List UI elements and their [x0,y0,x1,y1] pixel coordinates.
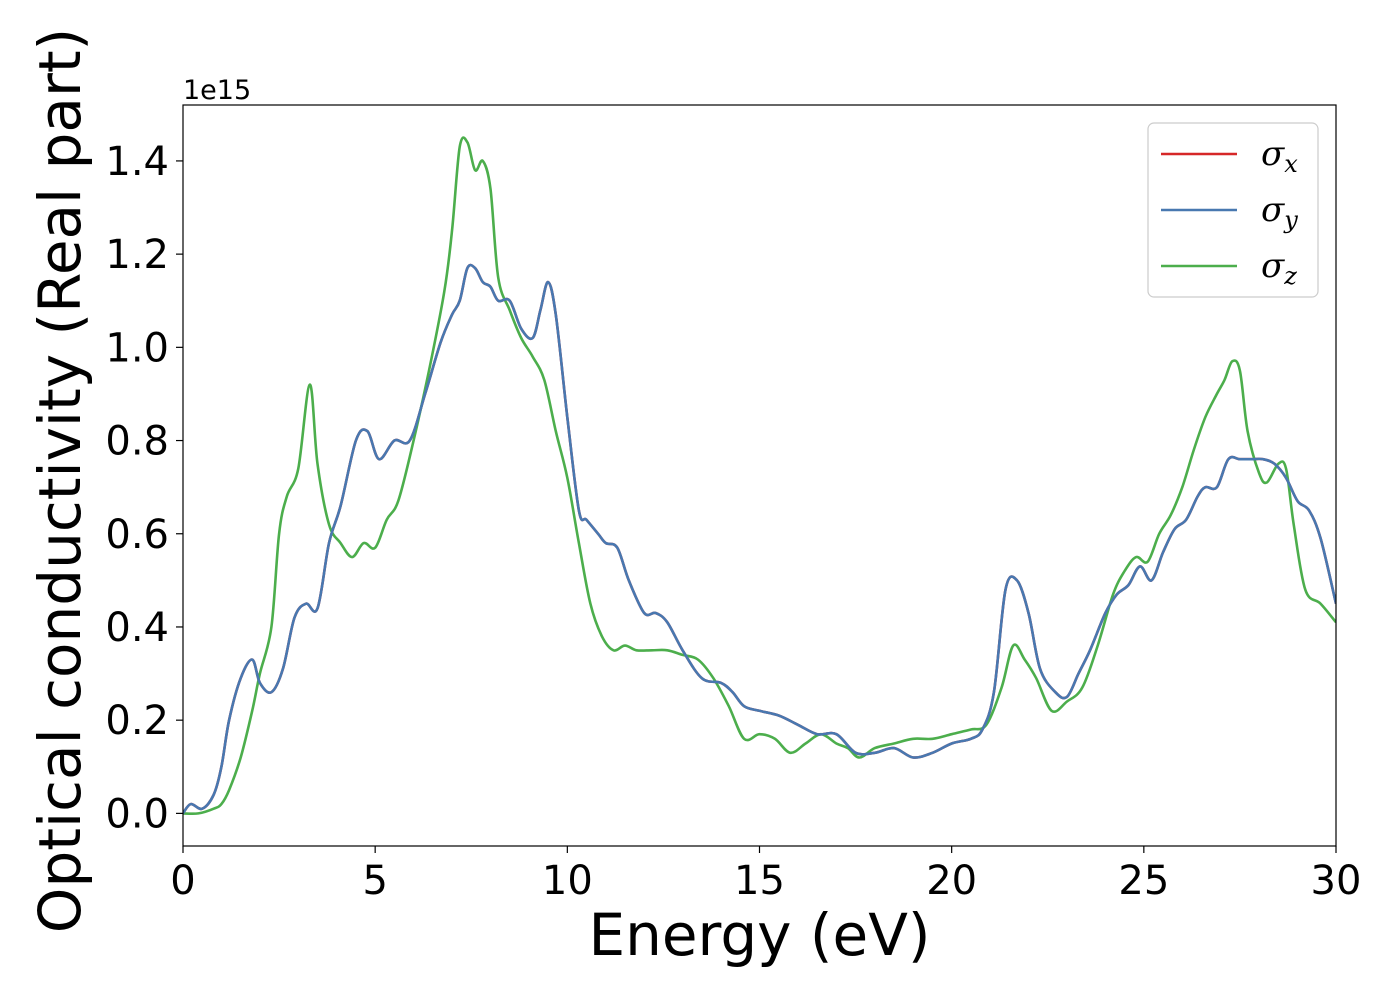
y-tick-label: 0.0 [105,791,169,837]
series-line-y [183,263,1336,815]
y-offset-label: 1e15 [183,75,251,106]
x-tick-label: 5 [362,858,387,904]
legend-label-x: σx [1261,134,1298,178]
y-tick-label: 0.2 [105,698,169,744]
legend-label-y: σy [1261,190,1298,234]
y-axis-title: Optical conductivity (Real part) [26,28,94,933]
series-line-z [183,136,1336,816]
y-tick-label: 1.4 [105,139,169,185]
y-tick-label: 0.6 [105,512,169,558]
legend-label-z: σz [1261,246,1297,290]
x-axis-title: Energy (eV) [588,901,930,969]
x-tick-label: 0 [170,858,195,904]
x-tick-label: 20 [926,858,977,904]
series-layer [183,136,1336,816]
y-tick-label: 1.0 [105,325,169,371]
x-tick-label: 10 [542,858,593,904]
x-tick-label: 30 [1311,858,1362,904]
x-tick-label: 15 [734,858,785,904]
legend: σx σy σz [1147,122,1319,298]
ticks-layer: 0 5 10 15 20 25 30 0.0 0.2 0.4 0.6 0.8 1.0 1.2 1.4 [105,139,1361,904]
x-tick-label: 25 [1118,858,1169,904]
y-tick-label: 0.8 [105,419,169,465]
series-line-x [183,263,1336,815]
y-tick-label: 1.2 [105,232,169,278]
y-tick-label: 0.4 [105,605,169,651]
